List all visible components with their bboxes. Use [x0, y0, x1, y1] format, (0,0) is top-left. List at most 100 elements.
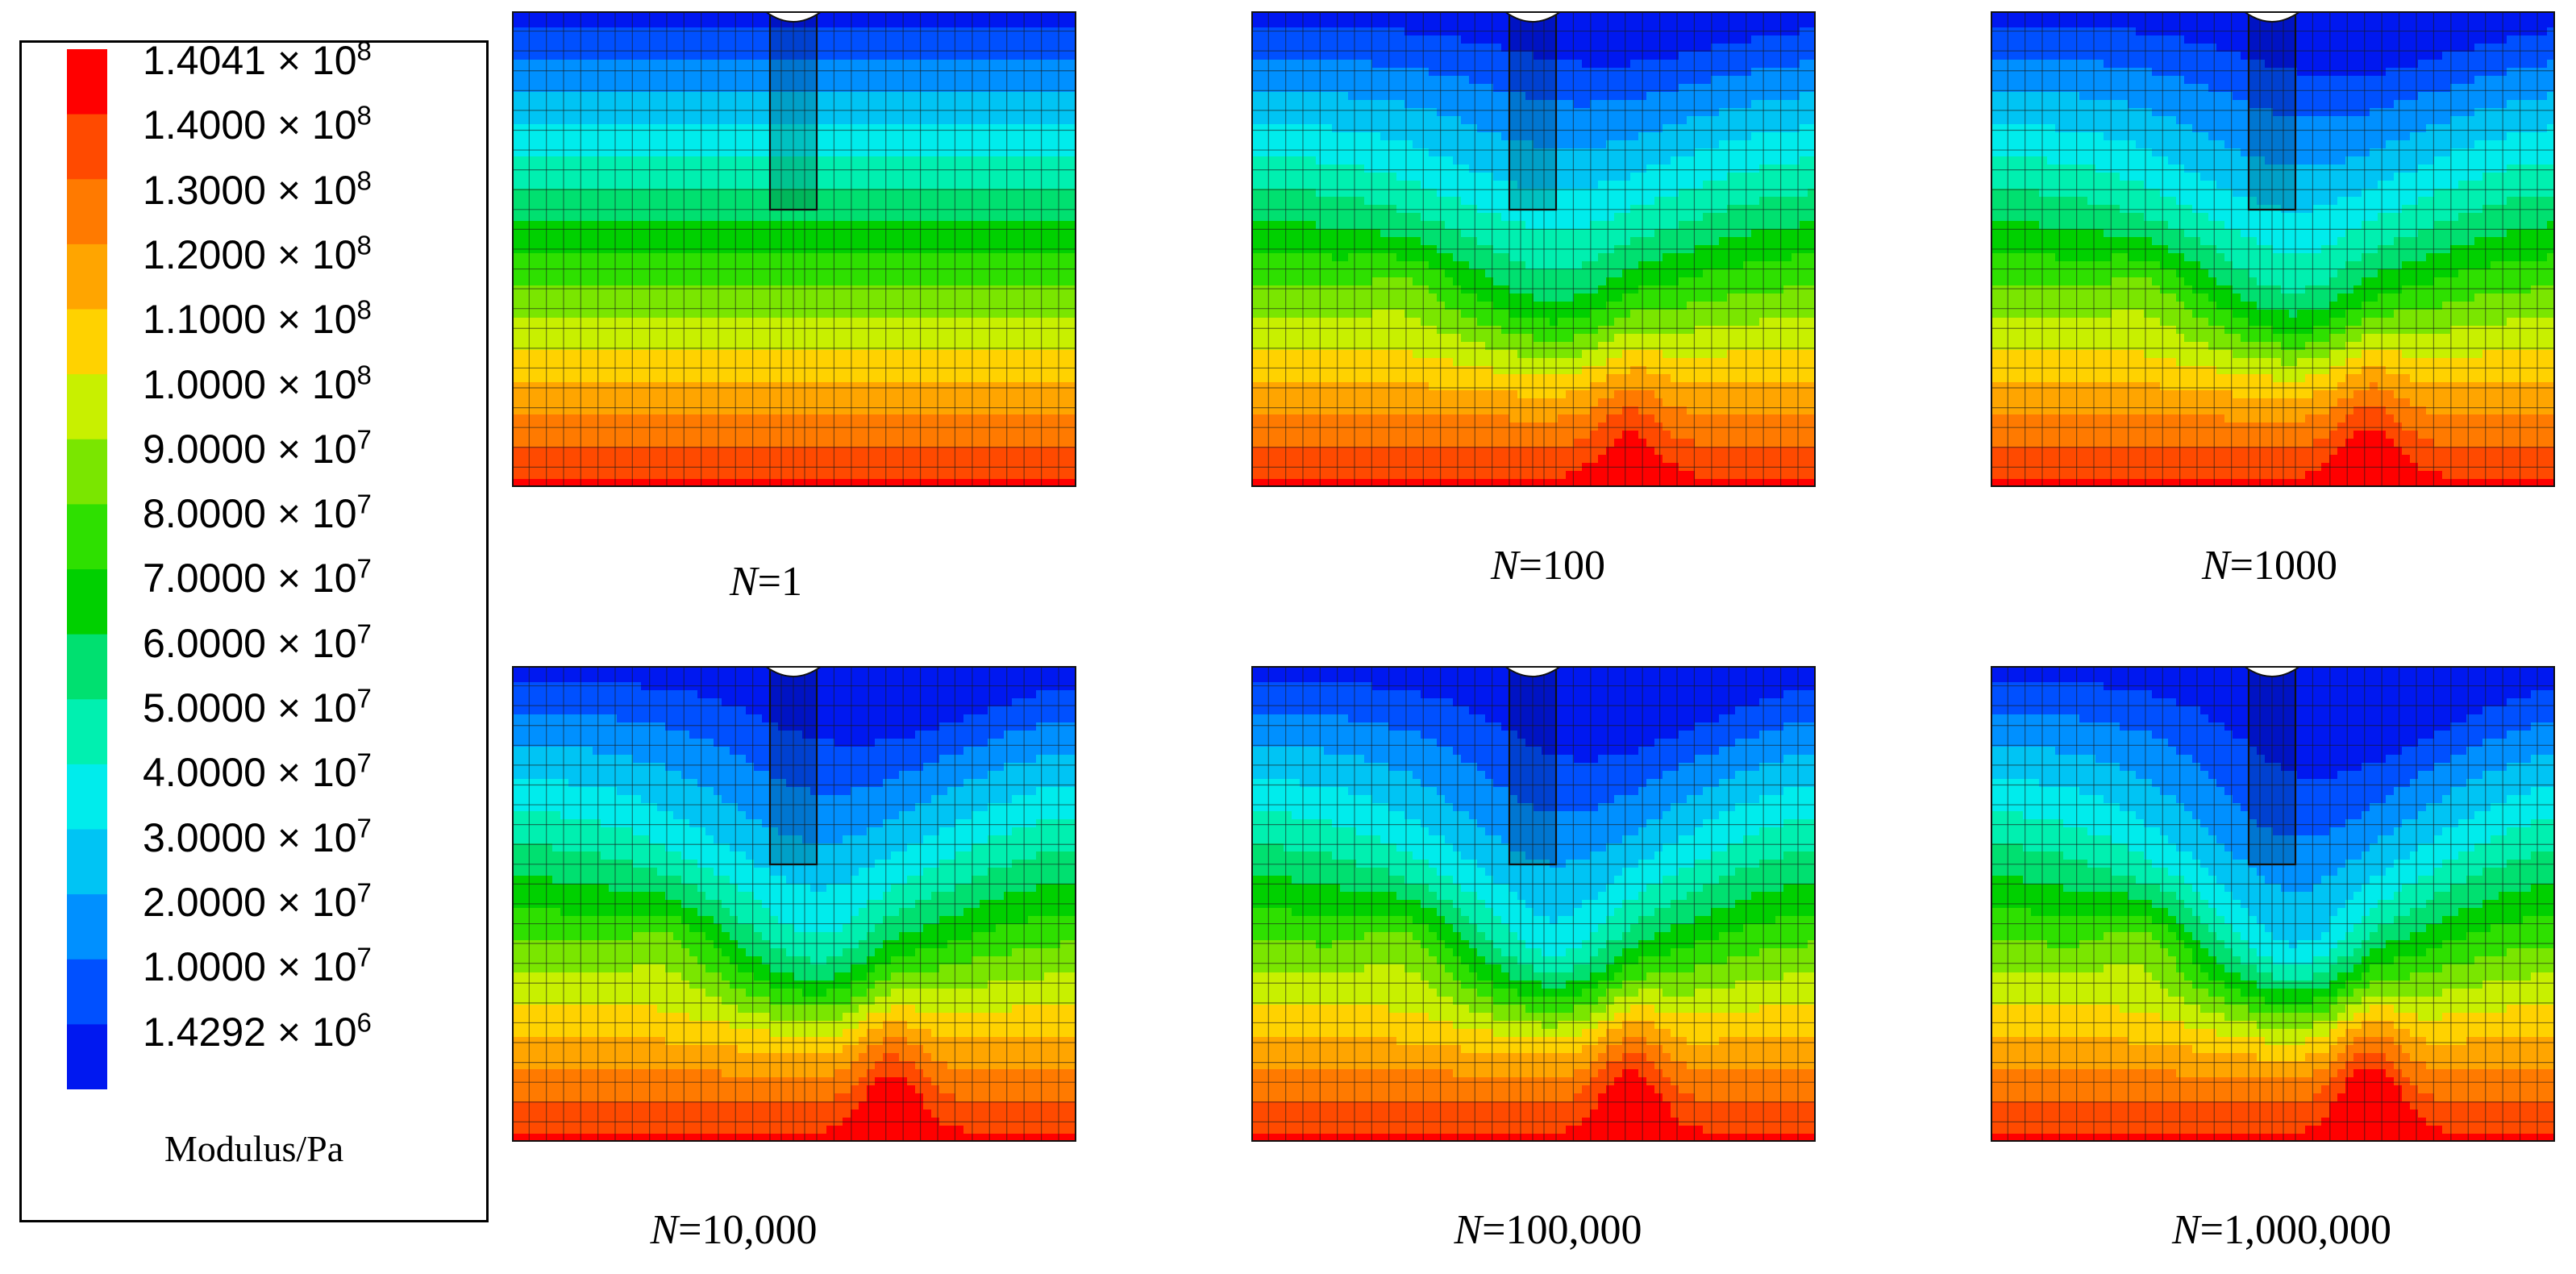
- contour-cell: [601, 140, 610, 149]
- contour-cell: [665, 366, 674, 375]
- contour-cell: [891, 156, 900, 165]
- contour-cell: [689, 414, 698, 423]
- contour-cell: [512, 334, 521, 343]
- contour-cell: [665, 302, 674, 310]
- contour-cell: [625, 398, 634, 407]
- contour-cell: [673, 318, 682, 327]
- contour-cell: [818, 350, 827, 359]
- contour-cell: [955, 181, 964, 189]
- contour-cell: [1259, 19, 1268, 28]
- contour-cell: [1405, 84, 1413, 93]
- contour-cell: [1012, 302, 1021, 310]
- contour-cell: [955, 140, 964, 149]
- contour-cell: [609, 124, 618, 133]
- contour-cell: [1044, 173, 1053, 181]
- contour-cell: [810, 221, 819, 230]
- contour-cell: [722, 181, 730, 189]
- contour-cell: [714, 189, 722, 198]
- contour-cell: [1743, 11, 1752, 20]
- contour-cell: [826, 173, 835, 181]
- contour-cell: [609, 431, 618, 439]
- contour-cell: [915, 455, 924, 464]
- contour-cell: [1445, 19, 1454, 28]
- contour-cell: [1356, 52, 1365, 60]
- contour-cell: [907, 366, 916, 375]
- contour-cell: [1028, 213, 1037, 222]
- contour-cell: [818, 406, 827, 415]
- contour-cell: [512, 471, 521, 480]
- contour-cell: [810, 181, 819, 189]
- contour-cell: [1356, 35, 1365, 44]
- contour-cell: [544, 116, 553, 125]
- contour-cell: [722, 366, 730, 375]
- legend-entry-label: 4.0000 × 107: [143, 750, 372, 793]
- contour-cell: [1036, 326, 1045, 335]
- contour-cell: [996, 84, 1005, 93]
- contour-cell: [552, 19, 561, 28]
- contour-cell: [802, 374, 811, 383]
- contour-cell: [681, 181, 690, 189]
- contour-cell: [883, 156, 892, 165]
- contour-cell: [1421, 60, 1429, 69]
- contour-cell: [834, 302, 843, 310]
- contour-cell: [746, 19, 755, 28]
- contour-cell: [907, 277, 916, 286]
- contour-cell: [544, 132, 553, 141]
- contour-cell: [778, 310, 787, 318]
- contour-cell: [625, 132, 634, 141]
- contour-cell: [552, 35, 561, 44]
- contour-cell: [1068, 44, 1076, 52]
- contour-cell: [1251, 60, 1260, 69]
- contour-cell: [1751, 60, 1760, 69]
- contour-cell: [1703, 19, 1712, 28]
- contour-cell: [947, 382, 956, 391]
- legend-swatch: [67, 244, 107, 310]
- contour-cell: [714, 27, 722, 36]
- contour-cell: [915, 277, 924, 286]
- contour-cell: [891, 253, 900, 262]
- contour-cell: [1012, 455, 1021, 464]
- contour-cell: [939, 310, 948, 318]
- contour-cell: [891, 189, 900, 198]
- contour-cell: [794, 414, 803, 423]
- contour-cell: [810, 358, 819, 367]
- contour-cell: [883, 253, 892, 262]
- contour-cell: [826, 221, 835, 230]
- contour-cell: [810, 19, 819, 28]
- contour-cell: [883, 334, 892, 343]
- contour-cell: [1372, 52, 1381, 60]
- contour-cell: [1598, 35, 1607, 44]
- contour-cell: [1469, 35, 1478, 44]
- contour-cell: [955, 124, 964, 133]
- contour-cell: [641, 334, 650, 343]
- contour-cell: [714, 19, 722, 28]
- contour-cell: [601, 132, 610, 141]
- contour-cell: [923, 229, 932, 238]
- contour-cell: [883, 140, 892, 149]
- contour-cell: [609, 253, 618, 262]
- contour-cell: [585, 471, 593, 480]
- contour-cell: [1396, 19, 1405, 28]
- contour-cell: [722, 350, 730, 359]
- contour-cell: [1052, 447, 1061, 456]
- contour-cell: [1028, 277, 1037, 286]
- contour-cell: [826, 455, 835, 464]
- contour-cell: [601, 326, 610, 335]
- contour-cell: [875, 277, 884, 286]
- contour-cell: [915, 164, 924, 173]
- contour-cell: [641, 277, 650, 286]
- contour-cell: [931, 358, 940, 367]
- contour-cell: [851, 76, 859, 85]
- contour-cell: [1485, 60, 1494, 69]
- contour-cell: [1469, 68, 1478, 77]
- contour-cell: [786, 261, 795, 270]
- contour-cell: [601, 439, 610, 448]
- contour-cell: [1004, 398, 1013, 407]
- contour-cell: [665, 237, 674, 246]
- contour-cell: [851, 189, 859, 198]
- contour-cell: [1469, 84, 1478, 93]
- contour-cell: [649, 455, 658, 464]
- contour-cell: [722, 285, 730, 294]
- contour-cell: [996, 189, 1005, 198]
- contour-cell: [617, 35, 626, 44]
